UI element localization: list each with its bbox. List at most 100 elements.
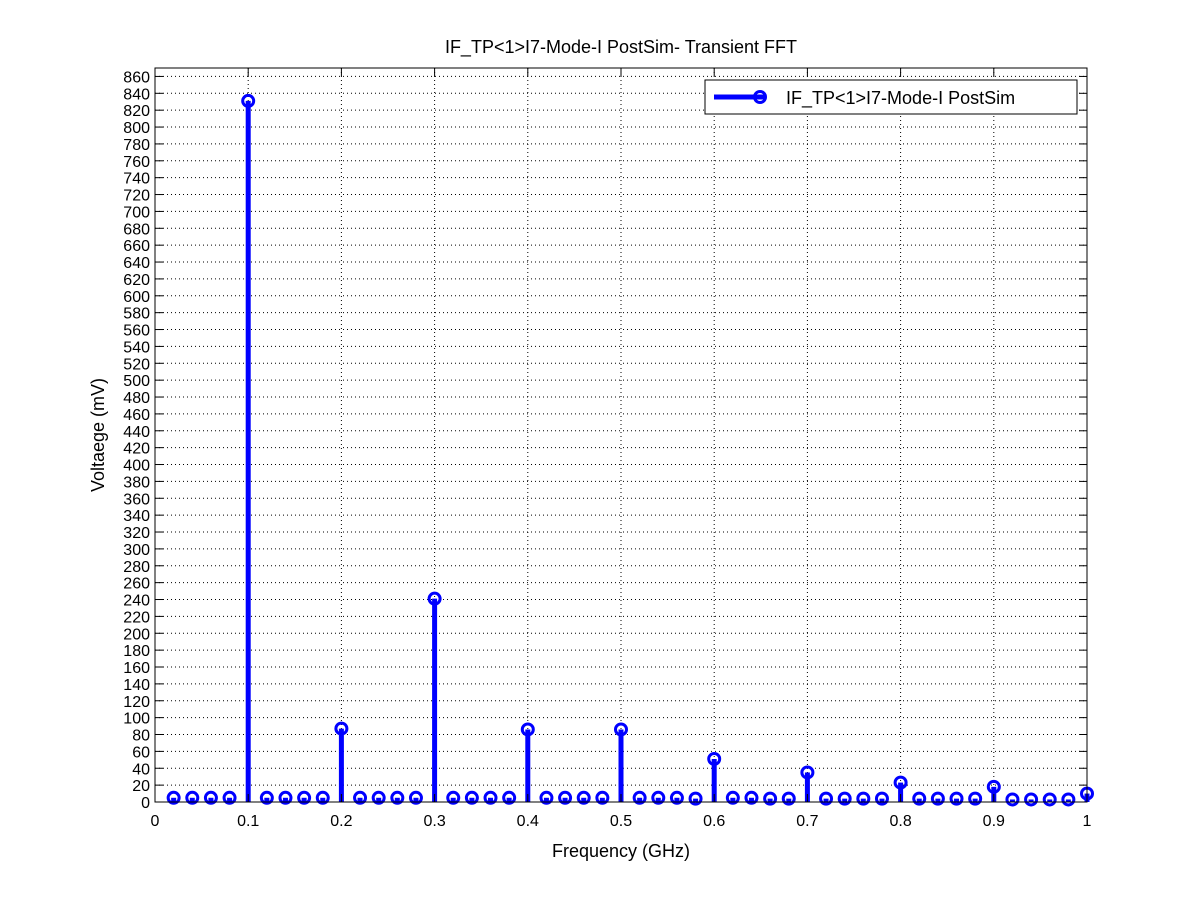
stem-marker (1061, 792, 1076, 807)
stem-marker (893, 775, 908, 790)
y-tick-label: 200 (123, 626, 150, 643)
stem-marker (446, 790, 461, 805)
x-tick-label: 0.4 (517, 813, 539, 830)
y-tick-label: 620 (123, 272, 150, 289)
y-tick-label: 680 (123, 221, 150, 238)
y-tick-label: 100 (123, 711, 150, 728)
stem-marker (371, 790, 386, 805)
stem-marker (837, 791, 852, 806)
stem-marker (819, 791, 834, 806)
stem-marker (166, 790, 181, 805)
y-tick-label: 420 (123, 441, 150, 458)
x-tick-label: 0.1 (237, 813, 259, 830)
stem-marker (259, 790, 274, 805)
y-tick-label: 720 (123, 188, 150, 205)
y-tick-label: 40 (132, 761, 150, 778)
stem-marker (688, 791, 703, 806)
stem-marker (781, 791, 796, 806)
y-tick-label: 120 (123, 694, 150, 711)
stem-marker (334, 721, 349, 736)
stem-marker (763, 791, 778, 806)
stem-marker (390, 790, 405, 805)
y-tick-label: 60 (132, 744, 150, 761)
axis-ticks (154, 68, 1088, 803)
y-tick-label: 740 (123, 171, 150, 188)
stem-marker (725, 790, 740, 805)
stem-marker (297, 790, 312, 805)
y-tick-label: 520 (123, 356, 150, 373)
stem-marker (520, 722, 535, 737)
y-tick-label: 580 (123, 306, 150, 323)
y-tick-label: 640 (123, 255, 150, 272)
stem-marker (614, 722, 628, 737)
x-tick-label: 0.5 (610, 813, 632, 830)
y-tick-label: 440 (123, 424, 150, 441)
y-tick-label: 280 (123, 559, 150, 576)
stem-marker (1042, 792, 1057, 807)
stem-marker (464, 790, 479, 805)
stem-marker (241, 93, 256, 108)
stem-marker (912, 791, 927, 806)
y-tick-label: 340 (123, 508, 150, 525)
y-tick-label: 500 (123, 373, 150, 390)
y-tick-label: 700 (123, 204, 150, 221)
stem-marker (856, 791, 871, 806)
x-tick-label: 0.6 (703, 813, 725, 830)
y-tick-label: 20 (132, 778, 150, 795)
stem-marker (986, 779, 1001, 794)
stem-marker (203, 790, 218, 805)
stem-marker (222, 790, 237, 805)
y-tick-label: 140 (123, 677, 150, 694)
stem-marker (949, 791, 964, 806)
y-tick-label: 540 (123, 339, 150, 356)
stem-marker (1005, 792, 1020, 807)
y-tick-label: 780 (123, 137, 150, 154)
legend-label: IF_TP<1>I7-Mode-I PostSim (786, 88, 1015, 109)
y-tick-label: 820 (123, 103, 150, 120)
stem-marker (427, 591, 442, 606)
stem-marker (315, 790, 330, 805)
y-tick-label: 380 (123, 474, 150, 491)
x-tick-label: 0.2 (330, 813, 352, 830)
x-tick-label: 0 (151, 813, 160, 830)
chart-title: IF_TP<1>I7-Mode-I PostSim- Transient FFT (445, 37, 797, 58)
y-tick-label: 840 (123, 86, 150, 103)
y-tick-label: 300 (123, 542, 150, 559)
y-tick-label: 560 (123, 323, 150, 340)
stem-marker (632, 790, 647, 805)
legend-marker-sample (753, 90, 767, 104)
x-axis-title: Frequency (GHz) (552, 841, 690, 861)
stem-marker (800, 765, 815, 780)
x-tick-label: 0.9 (983, 813, 1005, 830)
stem-marker (968, 791, 983, 806)
x-tick-label: 0.3 (423, 813, 445, 830)
stem-marker (558, 790, 573, 805)
stem-marker (483, 790, 498, 805)
stem-marker (353, 790, 368, 805)
y-tick-label: 360 (123, 491, 150, 508)
y-tick-label: 220 (123, 609, 150, 626)
stem-marker (278, 790, 293, 805)
y-tick-label: 660 (123, 238, 150, 255)
y-tick-label: 480 (123, 390, 150, 407)
y-tick-label: 0 (141, 795, 150, 812)
x-tick-label: 0.7 (796, 813, 818, 830)
stem-marker (744, 790, 759, 805)
y-tick-label: 180 (123, 643, 150, 660)
y-tick-label: 320 (123, 525, 150, 542)
stem-marker (707, 751, 722, 766)
stem-marker (539, 790, 554, 805)
y-tick-label: 240 (123, 593, 150, 610)
stem-marker (1024, 792, 1039, 807)
y-tick-label: 600 (123, 289, 150, 306)
y-tick-label: 400 (123, 458, 150, 475)
y-tick-label: 160 (123, 660, 150, 677)
grid-lines (155, 68, 1087, 802)
stem-marker (874, 791, 889, 806)
y-tick-label: 800 (123, 120, 150, 137)
stem-marker (595, 790, 610, 805)
stem-marker (408, 790, 423, 805)
stem-marker (930, 791, 945, 806)
y-tick-labels: 0204060801001201401601802002202402602803… (123, 69, 150, 812)
